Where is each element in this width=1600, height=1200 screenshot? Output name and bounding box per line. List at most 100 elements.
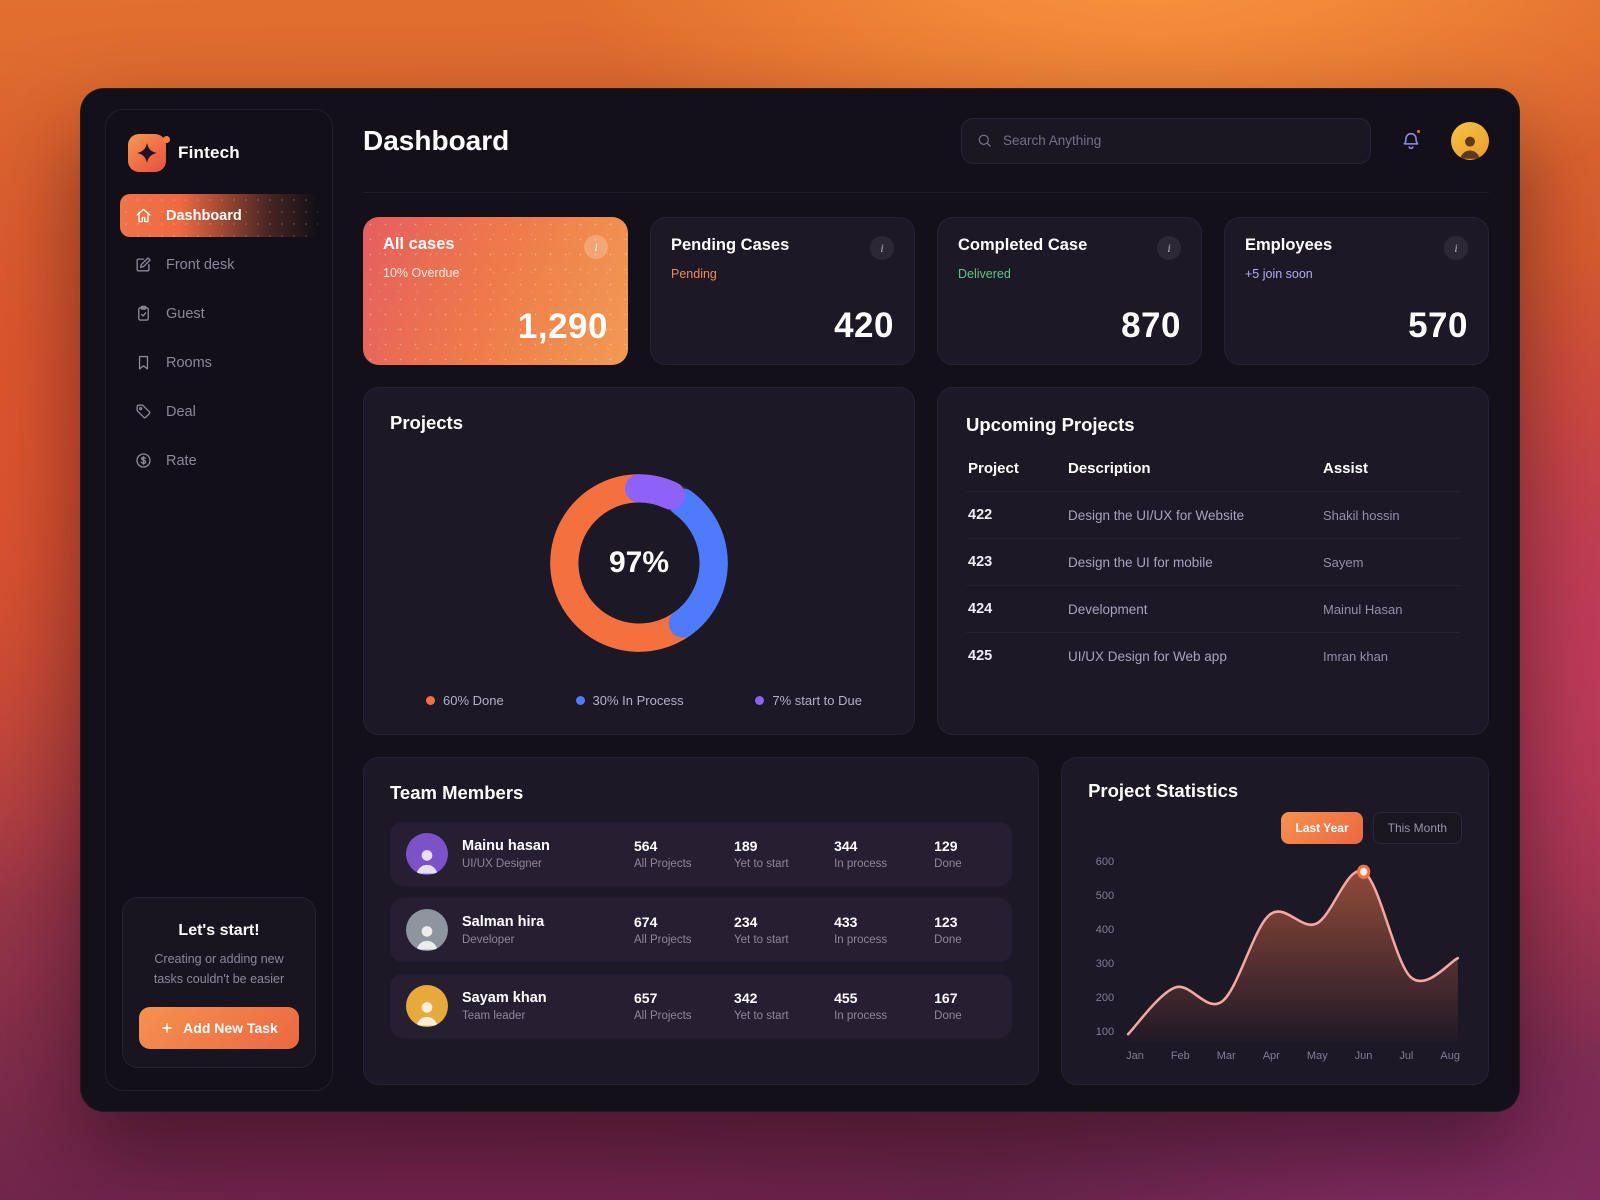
stat-card-pending-cases: Pending Cases i Pending 420 bbox=[650, 217, 915, 365]
stats-row: All cases i 10% Overdue 1,290 Pending Ca… bbox=[363, 217, 1489, 365]
stat-card-completed-case: Completed Case i Delivered 870 bbox=[937, 217, 1202, 365]
info-icon[interactable]: i bbox=[1157, 236, 1181, 260]
member-stat-all-projects: 564 All Projects bbox=[634, 838, 692, 870]
member-role: Team leader bbox=[462, 1010, 526, 1022]
cell-project: 424 bbox=[968, 601, 993, 617]
legend-label: 30% In Process bbox=[592, 693, 684, 708]
last-year-button[interactable]: Last Year bbox=[1281, 812, 1363, 844]
cta-subtitle: Creating or adding new tasks couldn't be… bbox=[153, 952, 285, 986]
bottom-row: Team Members Mainu hasan U bbox=[363, 757, 1489, 1085]
sidebar-item-label: Deal bbox=[166, 403, 196, 420]
area-fill bbox=[1128, 870, 1458, 1042]
top-bar: Dashboard bbox=[363, 89, 1489, 193]
main-area: Dashboard bbox=[333, 89, 1519, 1111]
info-icon[interactable]: i bbox=[870, 236, 894, 260]
home-icon bbox=[136, 208, 151, 223]
dashboard-content: All cases i 10% Overdue 1,290 Pending Ca… bbox=[363, 193, 1489, 1111]
stat-value: 1,290 bbox=[517, 307, 608, 346]
member-role: Developer bbox=[462, 934, 515, 946]
column-header-description: Description bbox=[1068, 460, 1151, 477]
upcoming-projects-card: Upcoming Projects Project Description As… bbox=[937, 387, 1489, 735]
stat-subtitle: 10% Overdue bbox=[383, 266, 460, 280]
stat-subtitle: +5 join soon bbox=[1245, 267, 1313, 281]
cta-title: Let's start! bbox=[178, 922, 260, 940]
sidebar-item-deal[interactable]: Deal bbox=[120, 390, 318, 433]
tag-icon bbox=[136, 404, 151, 419]
x-tick-label: Jul bbox=[1399, 1050, 1414, 1062]
sidebar-item-label: Dashboard bbox=[166, 207, 242, 224]
x-tick-label: Jun bbox=[1354, 1050, 1373, 1062]
stat-subtitle: Pending bbox=[671, 267, 717, 281]
legend-label: 60% Done bbox=[443, 693, 504, 708]
plot-area: Jan Feb Mar Apr May Jun Jul Aug bbox=[1124, 856, 1462, 1062]
x-tick-label: May bbox=[1306, 1050, 1328, 1062]
stat-value: 870 bbox=[1121, 306, 1181, 345]
member-name: Mainu hasan bbox=[462, 838, 550, 854]
table-row: 424 Development Mainul Hasan bbox=[966, 585, 1460, 632]
person-icon bbox=[1460, 136, 1480, 159]
sparkle-icon bbox=[137, 143, 157, 163]
project-statistics-card: Project Statistics Last Year This Month … bbox=[1061, 757, 1489, 1085]
donut-segment bbox=[550, 473, 728, 652]
member-avatar bbox=[406, 833, 448, 875]
statistics-chart: 600 500 400 300 200 100 bbox=[1088, 856, 1462, 1062]
x-tick-label: Apr bbox=[1262, 1050, 1280, 1062]
sidebar-item-rooms[interactable]: Rooms bbox=[120, 341, 318, 384]
team-member-row: Sayam khan Team leader 657 All Projects … bbox=[390, 974, 1013, 1038]
member-stat-all-projects: 657 All Projects bbox=[634, 990, 692, 1022]
member-name: Salman hira bbox=[462, 914, 545, 930]
member-stat-all-projects: 674 All Projects bbox=[634, 914, 692, 946]
lets-start-card: Let's start! Creating or adding new task… bbox=[122, 897, 316, 1068]
x-tick-label: Jan bbox=[1126, 1050, 1144, 1062]
y-tick-label: 600 bbox=[1095, 856, 1115, 868]
cell-assist: Shakil hossin bbox=[1323, 507, 1400, 523]
upcoming-table: Project Description Assist 422 Design th… bbox=[966, 456, 1460, 679]
sidebar-item-label: Guest bbox=[166, 305, 205, 322]
cell-description: UI/UX Design for Web app bbox=[1068, 648, 1227, 664]
brand: Fintech bbox=[116, 128, 322, 194]
team-title: Team Members bbox=[390, 782, 524, 803]
member-stat-yet-to-start: 234 Yet to start bbox=[734, 914, 789, 946]
page-title: Dashboard bbox=[363, 124, 510, 156]
x-tick-label: Aug bbox=[1440, 1050, 1460, 1062]
stat-title: Pending Cases bbox=[671, 236, 790, 254]
logo-accent-dot bbox=[163, 136, 170, 143]
notifications-button[interactable] bbox=[1391, 121, 1431, 161]
sidebar-item-front-desk[interactable]: Front desk bbox=[120, 243, 318, 286]
team-members-card: Team Members Mainu hasan U bbox=[363, 757, 1040, 1085]
this-month-button[interactable]: This Month bbox=[1372, 812, 1462, 844]
sidebar-item-label: Front desk bbox=[166, 256, 235, 273]
legend-label: 7% start to Due bbox=[772, 693, 862, 708]
cell-project: 425 bbox=[968, 648, 993, 664]
person-icon bbox=[416, 850, 438, 874]
clipboard-icon bbox=[138, 305, 149, 321]
member-avatar bbox=[406, 909, 448, 951]
sidebar-item-rate[interactable]: Rate bbox=[120, 439, 318, 482]
app-window: Fintech Dashboard Front desk bbox=[80, 88, 1520, 1112]
y-tick-label: 300 bbox=[1095, 958, 1115, 970]
legend-dot bbox=[426, 696, 435, 705]
search-input[interactable] bbox=[1003, 133, 1356, 148]
donut-legend: 60% Done 30% In Process 7% start to Due bbox=[390, 691, 888, 710]
table-row: 422 Design the UI/UX for Website Shakil … bbox=[966, 491, 1460, 538]
member-stat-done: 167 Done bbox=[934, 990, 962, 1022]
member-stat-done: 123 Done bbox=[934, 914, 962, 946]
stat-card-employees: Employees i +5 join soon 570 bbox=[1224, 217, 1489, 365]
add-new-task-button[interactable]: Add New Task bbox=[139, 1007, 299, 1049]
projects-card: Projects 97% 60% Done 30% In Process bbox=[363, 387, 915, 735]
table-header-row: Project Description Assist bbox=[966, 456, 1460, 491]
search-box[interactable] bbox=[961, 117, 1371, 164]
sidebar-item-dashboard[interactable]: Dashboard bbox=[120, 194, 318, 237]
x-tick-label: Mar bbox=[1216, 1050, 1236, 1062]
info-icon[interactable]: i bbox=[1444, 236, 1468, 260]
member-avatar bbox=[406, 985, 448, 1027]
cell-assist: Imran khan bbox=[1323, 648, 1389, 664]
stat-card-all-cases: All cases i 10% Overdue 1,290 bbox=[363, 217, 628, 365]
user-avatar[interactable] bbox=[1451, 121, 1489, 160]
fintech-logo bbox=[128, 134, 170, 172]
info-icon[interactable]: i bbox=[584, 235, 608, 259]
projects-donut: 97% bbox=[390, 434, 888, 691]
sidebar-item-guest[interactable]: Guest bbox=[120, 292, 318, 335]
team-member-list: Mainu hasan UI/UX Designer 564 All Proje… bbox=[390, 822, 1013, 1038]
member-stat-in-process: 455 In process bbox=[834, 990, 888, 1022]
